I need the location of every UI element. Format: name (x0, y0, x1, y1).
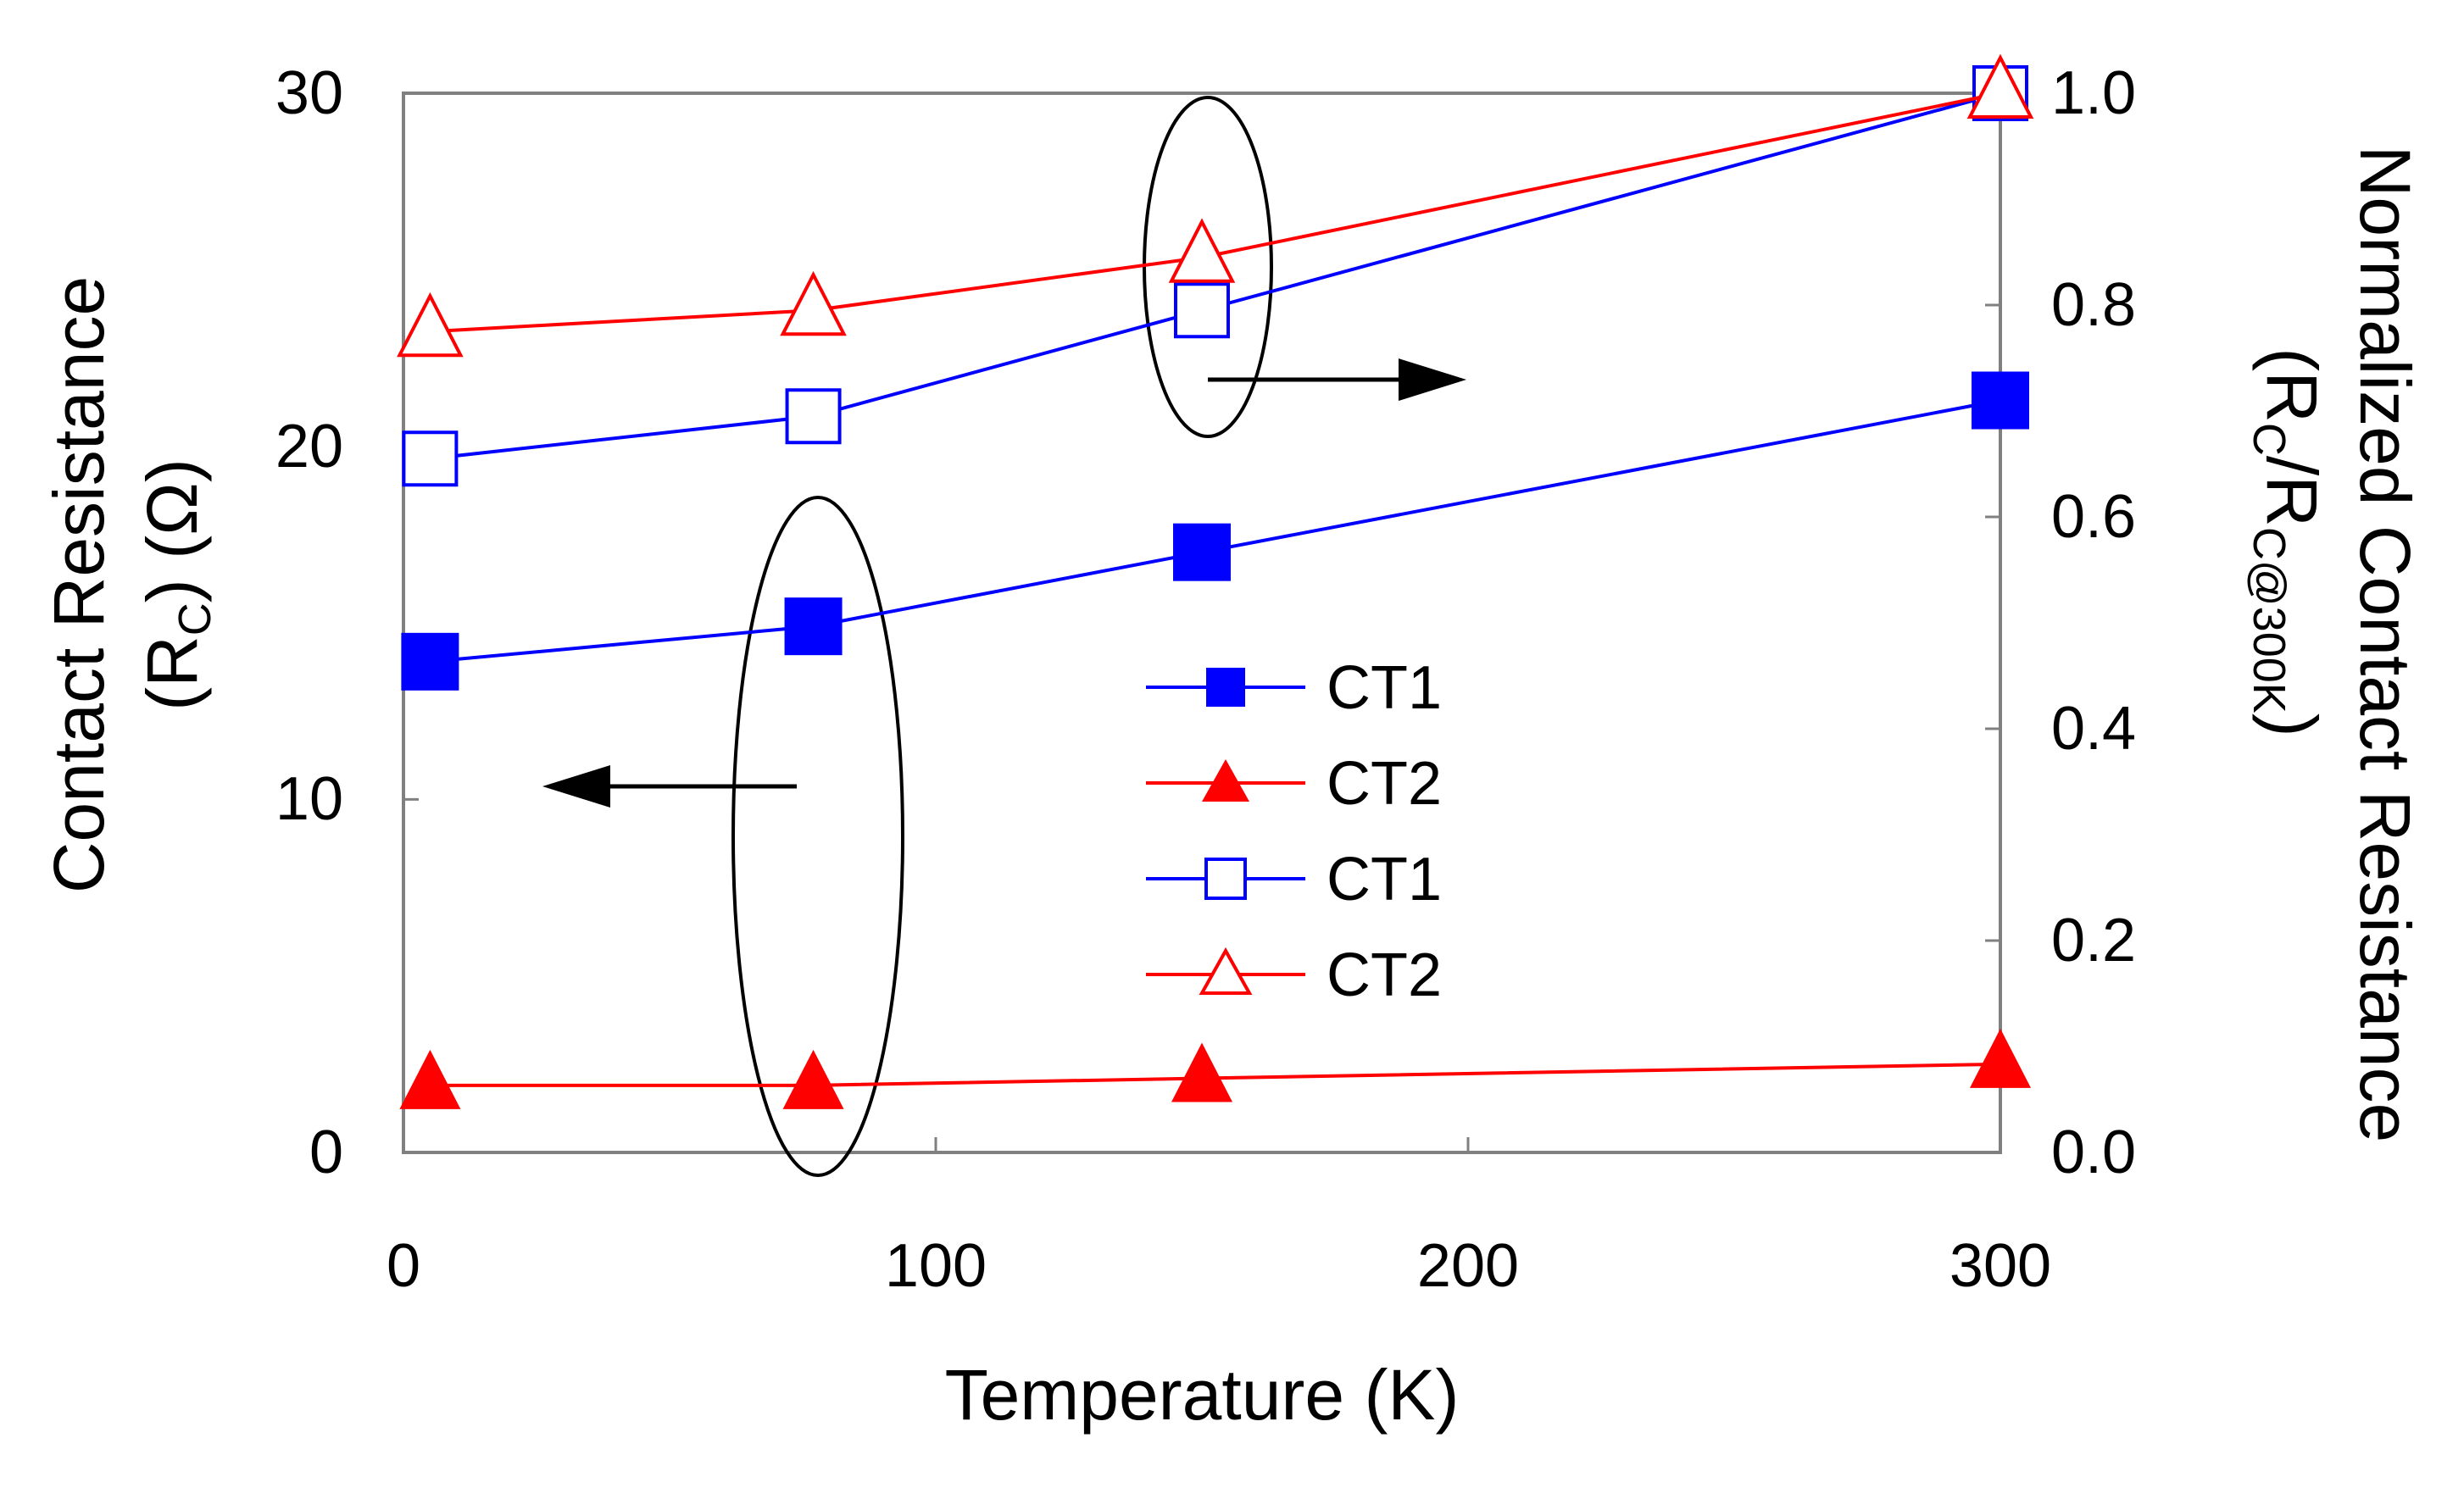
y-left-tick-label: 20 (275, 413, 343, 480)
y-right-title-part: (R (2252, 347, 2332, 423)
data-point-square-open (1174, 282, 1230, 339)
legend-label: CT2 (1327, 750, 1442, 818)
legend-entry: CT1 (1146, 654, 1442, 722)
data-point-triangle-filled (1171, 1042, 1232, 1102)
y-right-tick-label: 1.0 (2051, 59, 2136, 127)
y-left-axis-title-main: Contact Resistance (39, 276, 119, 893)
legend-marker-square-open (1204, 858, 1247, 900)
x-axis-title: Temperature (K) (945, 1355, 1460, 1435)
data-point-square-open (785, 388, 842, 445)
arrow-to-right-axis (1208, 358, 1466, 401)
legend-entry: CT1 (1146, 846, 1442, 913)
legend-label: CT1 (1327, 654, 1442, 722)
y-right-axis-title-unit: (RC/RC@300K) (2244, 347, 2332, 737)
data-point-triangle-open (780, 270, 847, 336)
y-left-title-subscript: C (170, 602, 220, 636)
y-left-title-part: ) (Ω) (132, 458, 212, 602)
x-tick-label: 200 (1417, 1232, 1519, 1300)
y-right-tick-label: 0.0 (2051, 1119, 2136, 1186)
y-right-axis-title-main: Normalized Contact Resistance (2345, 146, 2425, 1143)
y-right-tick-label: 0.8 (2051, 271, 2136, 339)
legend-entry: CT2 (1146, 750, 1442, 818)
data-point-square-filled (1972, 371, 2029, 430)
y-left-title-part: (R (132, 636, 212, 711)
annotation-ellipse-left (731, 496, 904, 1177)
y-right-tick-label: 0.6 (2051, 483, 2136, 551)
data-point-triangle-filled (1970, 1028, 2031, 1088)
series-line (430, 92, 2001, 334)
y-right-axis-title: Normalized Contact Resistance (RC/RC@300… (2244, 146, 2425, 1143)
y-left-tick-label: 0 (309, 1119, 343, 1186)
x-tick-label: 0 (387, 1232, 420, 1300)
legend-label: CT1 (1327, 846, 1442, 913)
data-point-triangle-filled (399, 1049, 461, 1109)
data-point-triangle-open (397, 291, 464, 358)
data-point-square-filled (401, 632, 459, 691)
legend-entry: CT2 (1146, 941, 1442, 1009)
legend-label: CT2 (1327, 941, 1442, 1009)
data-point-triangle-filled (782, 1049, 844, 1109)
y-right-tick-label: 0.4 (2051, 695, 2136, 763)
legend: CT1 CT2 CT1 CT2 (1136, 627, 1492, 1009)
y-right-tick-label: 0.2 (2051, 907, 2136, 974)
y-left-tick-label: 10 (275, 765, 343, 833)
legend-marker-triangle-open (1199, 947, 1253, 995)
series-line (430, 398, 2001, 663)
y-left-tick-label: 30 (275, 59, 343, 127)
series-line (430, 92, 2001, 461)
data-point-square-open (402, 430, 459, 487)
legend-marker-triangle-filled (1202, 759, 1249, 802)
data-point-triangle-open (1168, 218, 1236, 283)
data-point-triangle-open (1966, 53, 2034, 119)
x-tick-label: 100 (885, 1232, 987, 1300)
arrow-to-left-axis (542, 765, 797, 808)
series-line (430, 1062, 2001, 1087)
y-right-title-part: /R (2252, 456, 2332, 527)
y-right-title-part: ) (2252, 713, 2332, 737)
x-tick-label: 300 (1950, 1232, 2051, 1300)
series-layer (397, 53, 2034, 1109)
y-right-title-subscript: C@300K (2244, 527, 2294, 713)
data-point-square-filled (784, 597, 843, 656)
plot-area (402, 92, 2002, 1154)
data-point-square-filled (1173, 523, 1231, 581)
y-left-axis-title-unit: (RC) (Ω) (132, 458, 220, 711)
legend-marker-square-filled (1206, 668, 1245, 707)
y-left-axis-title: Contact Resistance (RC) (Ω) (39, 276, 220, 893)
y-right-title-subscript: C (2244, 423, 2294, 456)
